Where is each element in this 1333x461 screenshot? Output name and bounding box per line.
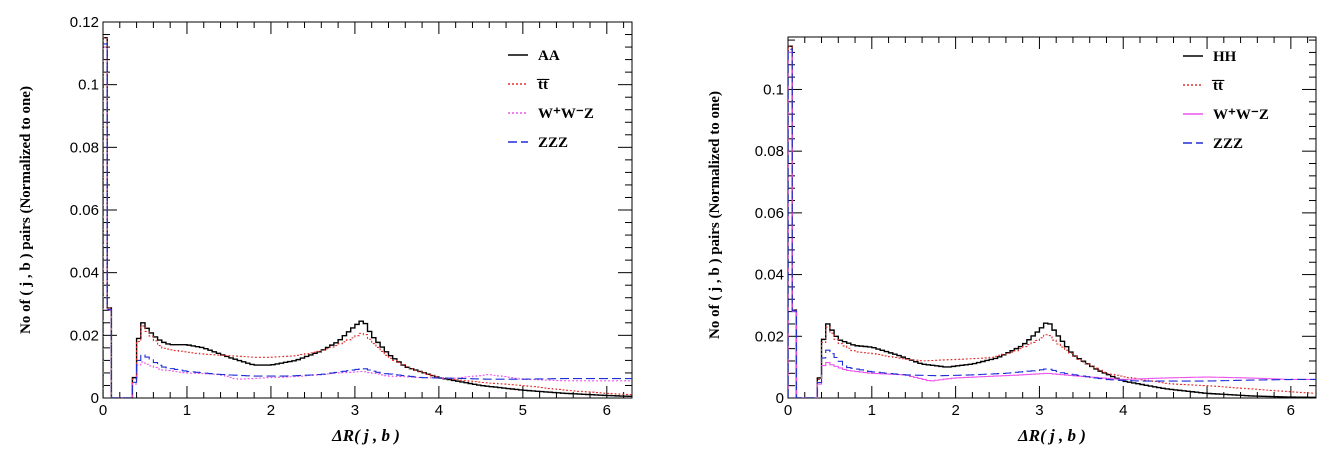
- y-axis-title: No of ( j , b ) pairs (Normalized to one…: [18, 86, 34, 334]
- chart-1: 0 1 2 3 4 5 6 0 0.02 0.04 0.06 0.08 0.1 0.12 ΔR( j , b…: [18, 14, 633, 445]
- series-line-WWZ: [788, 51, 1316, 398]
- legend-label: ZZZ: [1213, 136, 1243, 152]
- plot-frame: [102, 21, 633, 399]
- x-tick-label: 5: [519, 402, 527, 419]
- x-tick-label: 1: [868, 402, 876, 419]
- y-tick-label: 0.1: [78, 77, 99, 94]
- series-line-ZZZ: [788, 48, 1316, 398]
- x-axis-title: ΔR( j , b ): [331, 426, 400, 445]
- legend-label: t̅t̅: [537, 77, 550, 93]
- y-tick-label: 0: [776, 390, 784, 407]
- x-tick-label: 1: [183, 402, 191, 419]
- y-tick-label: 0.02: [70, 327, 99, 344]
- y-axis-title: No of ( j , b ) pairs (Normalized to one…: [707, 91, 723, 339]
- series-line-WWZ: [103, 46, 632, 398]
- x-tick-label: 2: [267, 402, 275, 419]
- x-tick-label: 2: [951, 402, 959, 419]
- x-tick-label: 5: [1203, 402, 1211, 419]
- y-tick-label: 0.02: [755, 328, 784, 345]
- x-tick-label: 0: [784, 402, 792, 419]
- series-line-ZZZ: [103, 43, 632, 398]
- x-tick-label: 3: [351, 402, 359, 419]
- y-tick-label: 0: [91, 390, 99, 407]
- legend-label: HH: [1213, 49, 1237, 65]
- x-tick-label: 6: [1287, 402, 1295, 419]
- series-line-HH: [788, 45, 1316, 398]
- y-tick-label: 0.06: [70, 202, 99, 219]
- x-axis-title: ΔR( j , b ): [1017, 426, 1086, 445]
- legend-label: ZZZ: [538, 135, 568, 151]
- chart-2: 0 1 2 3 4 5 6 0 0.02 0.04 0.06 0.08 0.1 ΔR( j , b ) No…: [707, 36, 1317, 445]
- legend-label: W⁺W⁻Z: [1213, 107, 1269, 123]
- plot-frame: [787, 36, 1317, 399]
- y-tick-label: 0.08: [70, 139, 99, 156]
- legend-label: AA: [538, 48, 560, 64]
- x-tick-label: 0: [99, 402, 107, 419]
- x-tick-label: 4: [435, 402, 443, 419]
- y-tick-label: 0.1: [763, 81, 784, 98]
- y-tick-label: 0.04: [70, 265, 99, 282]
- x-tick-label: 3: [1035, 402, 1043, 419]
- x-tick-label: 4: [1119, 402, 1127, 419]
- series-line-AA: [103, 36, 632, 398]
- legend-label: W⁺W⁻Z: [538, 106, 594, 122]
- y-tick-label: 0.04: [755, 267, 784, 284]
- y-tick-label: 0.08: [755, 143, 784, 160]
- series-line-tt: [103, 37, 632, 398]
- y-tick-label: 0.12: [70, 14, 99, 31]
- legend-label: t̅t̅: [1212, 78, 1225, 94]
- series-line-tt: [788, 45, 1316, 398]
- y-tick-label: 0.06: [755, 205, 784, 222]
- x-tick-label: 6: [603, 402, 611, 419]
